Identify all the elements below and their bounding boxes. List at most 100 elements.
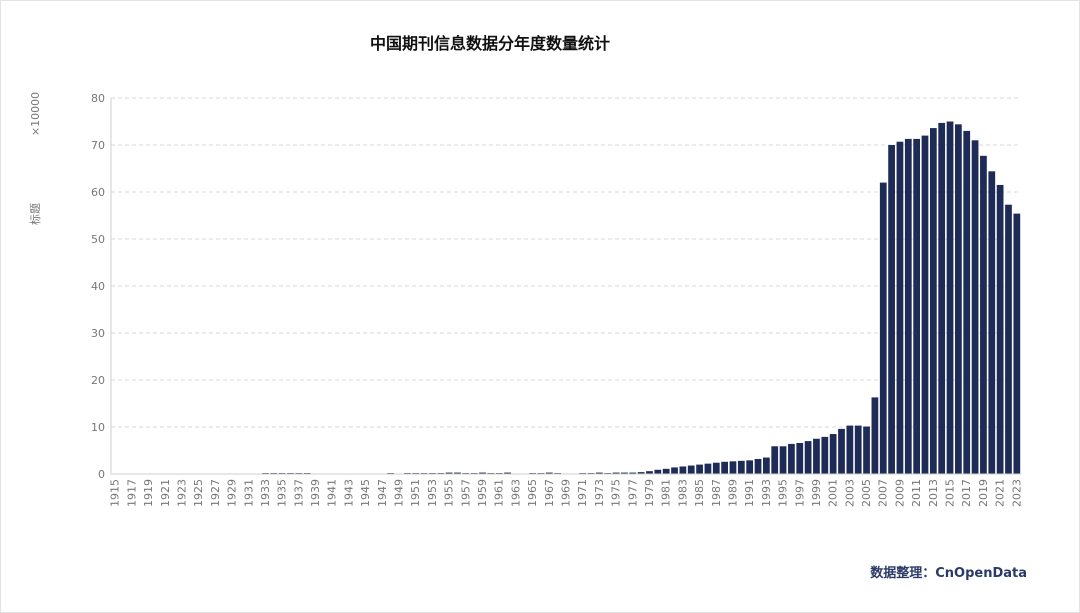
bar xyxy=(996,184,1004,474)
bar xyxy=(662,468,670,474)
x-tick-label: 2011 xyxy=(910,479,923,507)
x-tick-label: 1933 xyxy=(259,479,272,507)
bar xyxy=(696,464,703,474)
bar xyxy=(454,472,461,474)
bar xyxy=(980,155,987,474)
bar xyxy=(788,443,795,474)
bar xyxy=(1013,213,1021,474)
x-tick-label: 2015 xyxy=(944,479,957,507)
x-tick-label: 1917 xyxy=(125,479,138,507)
bar xyxy=(829,434,837,474)
x-tick-label: 1951 xyxy=(409,479,422,507)
x-tick-label: 1983 xyxy=(676,479,689,507)
x-tick-label: 1949 xyxy=(393,479,406,507)
bar xyxy=(838,428,845,474)
x-tick-label: 1955 xyxy=(443,479,456,507)
y-tick-label: 10 xyxy=(91,421,105,434)
x-tick-label: 1981 xyxy=(660,479,673,507)
bar xyxy=(762,457,770,474)
x-tick-label: 1987 xyxy=(710,479,723,507)
bar xyxy=(913,138,921,474)
x-tick-label: 2019 xyxy=(977,479,990,507)
bar xyxy=(596,472,603,474)
bar xyxy=(813,438,820,474)
x-tick-label: 1937 xyxy=(292,479,305,507)
bar xyxy=(721,461,728,474)
bar xyxy=(963,130,971,474)
bar xyxy=(821,436,829,474)
bar xyxy=(879,182,887,474)
bar xyxy=(888,145,895,474)
x-tick-label: 2007 xyxy=(877,479,890,507)
bar xyxy=(779,446,787,474)
bar xyxy=(679,466,687,474)
y-tick-label: 0 xyxy=(98,468,105,481)
x-tick-label: 2009 xyxy=(893,479,906,507)
x-tick-label: 1995 xyxy=(777,479,790,507)
x-tick-label: 1939 xyxy=(309,479,322,507)
bar xyxy=(921,135,929,474)
x-tick-label: 1993 xyxy=(760,479,773,507)
x-tick-label: 1975 xyxy=(610,479,623,507)
bar xyxy=(904,138,912,474)
x-tick-label: 2005 xyxy=(860,479,873,507)
x-tick-label: 1927 xyxy=(209,479,222,507)
bar xyxy=(988,171,996,474)
x-tick-label: 1965 xyxy=(526,479,539,507)
x-tick-label: 1997 xyxy=(793,479,806,507)
y-unit-label: ×10000 xyxy=(29,92,42,136)
x-tick-label: 1923 xyxy=(175,479,188,507)
bar xyxy=(671,467,678,474)
bar xyxy=(854,425,862,474)
bar xyxy=(504,472,511,474)
x-tick-label: 1957 xyxy=(459,479,472,507)
x-tick-label: 1963 xyxy=(509,479,522,507)
x-tick-label: 2001 xyxy=(827,479,840,507)
x-tick-label: 1931 xyxy=(242,479,255,507)
x-tick-label: 1985 xyxy=(693,479,706,507)
y-tick-label: 20 xyxy=(91,374,105,387)
bar xyxy=(955,124,962,474)
bar xyxy=(846,425,854,474)
bar xyxy=(871,397,879,474)
x-tick-label: 1943 xyxy=(342,479,355,507)
bar xyxy=(896,141,904,474)
bar xyxy=(1005,204,1012,474)
bar xyxy=(687,465,695,474)
x-tick-label: 1919 xyxy=(142,479,155,507)
x-axis-ticks: 1915 1917 1919 1921 1923 1925 1927 1929 1931 1933… xyxy=(109,479,1024,507)
y-tick-label: 40 xyxy=(91,280,105,293)
x-tick-label: 1971 xyxy=(576,479,589,507)
bar xyxy=(938,122,946,474)
x-tick-label: 1991 xyxy=(743,479,756,507)
bar xyxy=(612,472,620,474)
source-note: 数据整理：CnOpenData xyxy=(870,565,1027,581)
bar xyxy=(629,472,637,474)
bar xyxy=(771,446,779,474)
y-tick-label: 60 xyxy=(91,186,105,199)
bar xyxy=(729,461,737,474)
bar xyxy=(737,460,745,474)
y-tick-label: 30 xyxy=(91,327,105,340)
x-tick-label: 1973 xyxy=(593,479,606,507)
bar xyxy=(545,472,553,474)
bar xyxy=(654,469,662,474)
x-tick-label: 1915 xyxy=(109,479,122,507)
x-tick-label: 1959 xyxy=(476,479,489,507)
bar xyxy=(621,472,628,474)
x-tick-label: 1977 xyxy=(626,479,639,507)
x-tick-label: 2021 xyxy=(994,479,1007,507)
bar xyxy=(712,462,720,474)
bar xyxy=(796,442,804,474)
x-tick-label: 1967 xyxy=(543,479,556,507)
x-tick-label: 1921 xyxy=(159,479,172,507)
bar xyxy=(971,140,979,475)
x-tick-label: 1929 xyxy=(226,479,239,507)
y-axis-ticks: 0 10 20 30 40 50 60 70 80 xyxy=(91,92,105,481)
x-tick-label: 1953 xyxy=(426,479,439,507)
x-tick-label: 2017 xyxy=(960,479,973,507)
x-tick-label: 1935 xyxy=(276,479,289,507)
y-tick-label: 70 xyxy=(91,139,105,152)
